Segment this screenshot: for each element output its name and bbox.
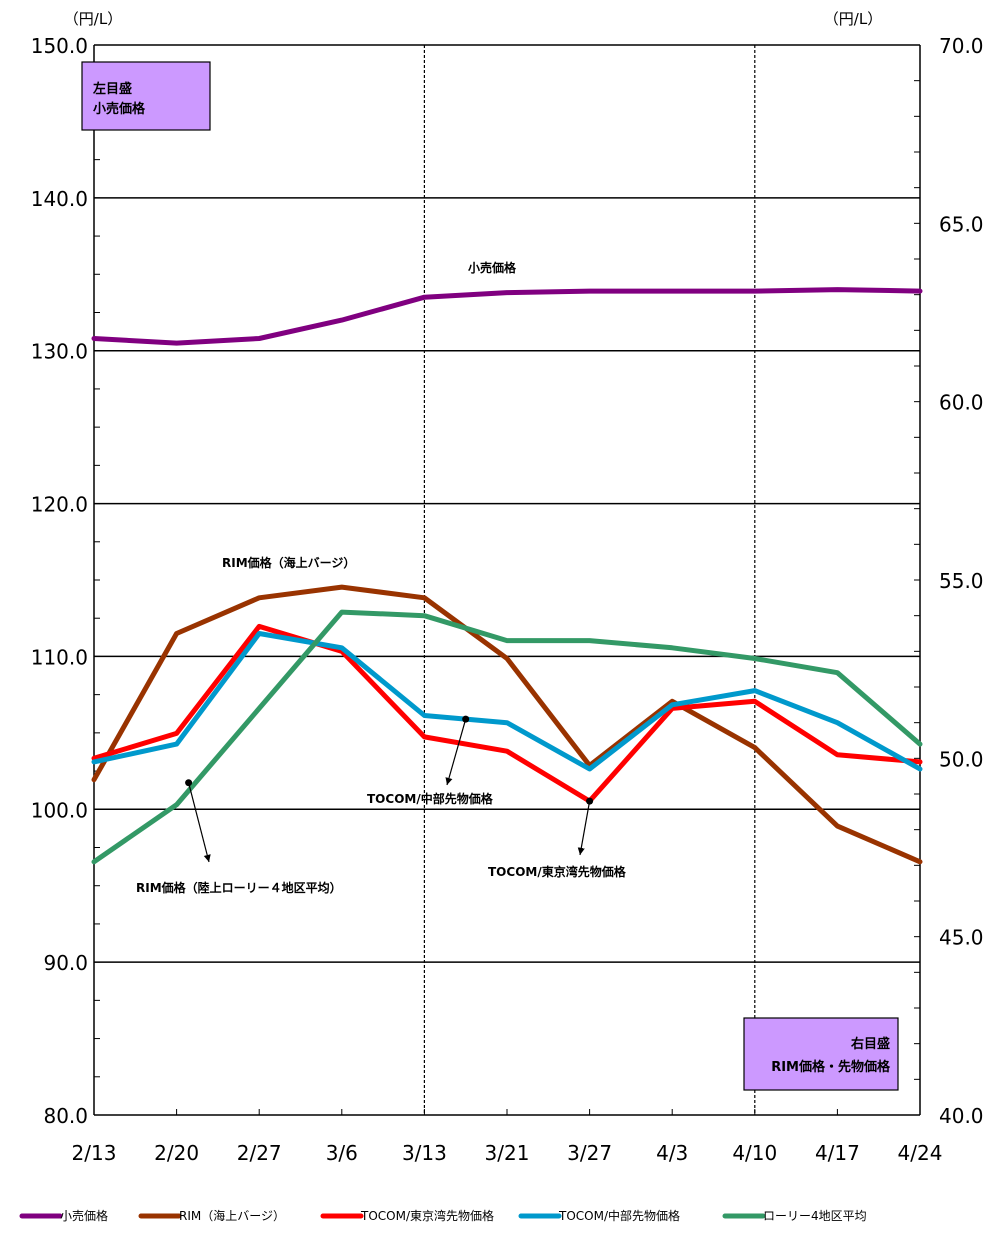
left-tick-label: 120.0	[31, 493, 88, 517]
left-tick-label: 140.0	[31, 187, 88, 211]
pointer-chubu-arrow	[445, 718, 467, 786]
x-tick-label: 3/21	[485, 1141, 530, 1165]
right-axis-unit: （円/L）	[824, 10, 882, 28]
legend-label-3: TOCOM/中部先物価格	[558, 1208, 680, 1223]
x-tick-label: 2/20	[154, 1141, 199, 1165]
right-tick-label: 50.0	[939, 747, 984, 771]
annotation-tocom-chubu: TOCOM/中部先物価格	[367, 791, 494, 806]
x-tick-label: 3/27	[567, 1141, 612, 1165]
right-tick-label: 45.0	[939, 926, 984, 950]
right-scale-box-line1: 右目盛	[850, 1036, 890, 1052]
series-line-1	[91, 584, 923, 865]
left-scale-box	[81, 61, 211, 131]
legend-label-2: TOCOM/東京湾先物価格	[360, 1208, 494, 1223]
left-tick-label: 150.0	[31, 34, 88, 58]
annotations: 小売価格 RIM価格（海上バージ） TOCOM/中部先物価格 TOCOM/東京湾先物価…	[136, 260, 627, 895]
x-tick-label: 4/24	[898, 1141, 943, 1165]
right-tick-label: 70.0	[939, 34, 984, 58]
legend-label-0: 小売価格	[60, 1208, 108, 1223]
series-line-2	[91, 623, 923, 804]
grid	[94, 44, 920, 1116]
legend-label-1: RIM（海上バージ）	[179, 1208, 285, 1223]
axes: 150.0 140.0 130.0 120.0 110.0 100.0 90.0 80.0 70…	[31, 10, 984, 1165]
left-scale-box-line2: 小売価格	[93, 101, 146, 117]
annotation-rim-lorry: RIM価格（陸上ローリー４地区平均）	[136, 880, 342, 895]
right-tick-label: 65.0	[939, 212, 984, 236]
right-tick-label: 55.0	[939, 569, 984, 593]
right-scale-box	[743, 1017, 899, 1091]
left-axis-unit: （円/L）	[64, 10, 122, 28]
left-tick-label: 90.0	[43, 951, 88, 975]
x-tick-label: 4/17	[815, 1141, 860, 1165]
pointer-tokyo-arrow	[577, 801, 591, 856]
x-tick-label: 2/13	[72, 1141, 117, 1165]
x-tick-label: 2/27	[237, 1141, 282, 1165]
legend: 小売価格 RIM（海上バージ） TOCOM/東京湾先物価格 TOCOM/中部先物価格 ロ…	[19, 1208, 867, 1223]
left-tick-label: 100.0	[31, 798, 88, 822]
right-tick-label: 40.0	[939, 1104, 984, 1128]
left-tick-label: 130.0	[31, 340, 88, 364]
annotation-tocom-tokyo: TOCOM/東京湾先物価格	[488, 864, 627, 879]
legend-label-4: ローリー4地区平均	[763, 1209, 867, 1223]
series-line-3	[91, 631, 923, 772]
annotation-rim-barge: RIM価格（海上バージ）	[222, 555, 355, 570]
x-tick-label: 4/3	[656, 1141, 688, 1165]
x-tick-label: 3/6	[326, 1141, 358, 1165]
x-tick-label: 3/13	[402, 1141, 447, 1165]
series-lines	[91, 287, 923, 865]
right-tick-label: 60.0	[939, 391, 984, 415]
left-tick-label: 110.0	[31, 645, 88, 669]
annotation-retail: 小売価格	[468, 260, 517, 275]
series-line-0	[91, 287, 923, 346]
x-tick-label: 4/10	[732, 1141, 777, 1165]
right-scale-box-line2: RIM価格・先物価格	[771, 1059, 891, 1075]
left-scale-box-line1: 左目盛	[93, 81, 132, 97]
pointer-lorry-arrow	[188, 782, 211, 863]
left-tick-label: 80.0	[43, 1104, 88, 1128]
series-line-4	[91, 609, 923, 865]
